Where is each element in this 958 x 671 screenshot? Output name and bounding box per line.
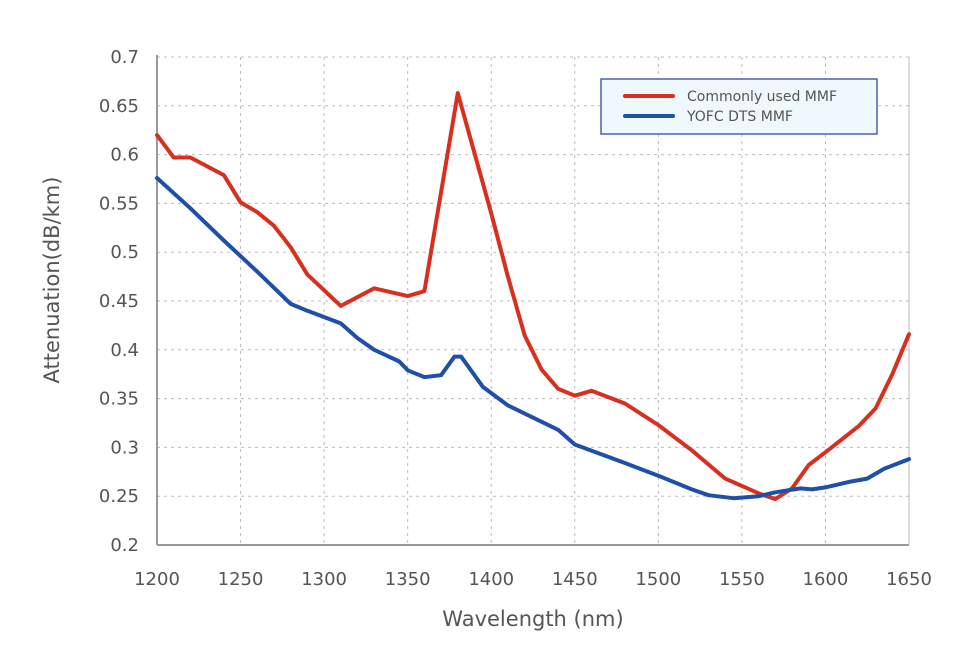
tick-labels: 1200 1250 1300 1350 1400 1450 1500 1550 1600 1650…	[99, 47, 932, 590]
y-tick-label: 0.3	[110, 437, 139, 458]
x-tick-label: 1450	[552, 569, 598, 590]
x-tick-label: 1350	[385, 569, 431, 590]
y-tick-label: 0.2	[110, 535, 139, 556]
y-tick-label: 0.5	[110, 242, 139, 263]
y-tick-label: 0.7	[110, 47, 139, 68]
y-tick-label: 0.55	[99, 193, 139, 214]
y-axis-label: Attenuation(dB/km)	[40, 177, 64, 384]
legend: Commonly used MMF YOFC DTS MMF	[600, 78, 878, 135]
y-tick-label: 0.4	[110, 340, 139, 361]
x-tick-label: 1250	[218, 569, 264, 590]
series-line-yofc-dts-mmf	[155, 176, 911, 501]
y-tick-label: 0.45	[99, 291, 139, 312]
legend-label-yofc-dts-mmf: YOFC DTS MMF	[686, 109, 793, 125]
x-tick-label: 1550	[719, 569, 765, 590]
legend-label-commonly-used-mmf: Commonly used MMF	[687, 89, 837, 105]
legend-box	[600, 78, 878, 135]
series-line-commonly-used-mmf	[155, 91, 911, 502]
x-tick-label: 1600	[803, 569, 849, 590]
x-tick-label: 1500	[635, 569, 681, 590]
x-tick-label: 1400	[468, 569, 514, 590]
y-tick-label: 0.35	[99, 389, 139, 410]
y-tick-label: 0.65	[99, 96, 139, 117]
x-axis-label: Wavelength (nm)	[442, 607, 623, 631]
y-tick-label: 0.25	[99, 486, 139, 507]
x-tick-label: 1300	[301, 569, 347, 590]
y-tick-label: 0.6	[110, 145, 139, 166]
x-tick-label: 1650	[886, 569, 932, 590]
series-lines	[155, 91, 911, 502]
x-tick-label: 1200	[134, 569, 180, 590]
